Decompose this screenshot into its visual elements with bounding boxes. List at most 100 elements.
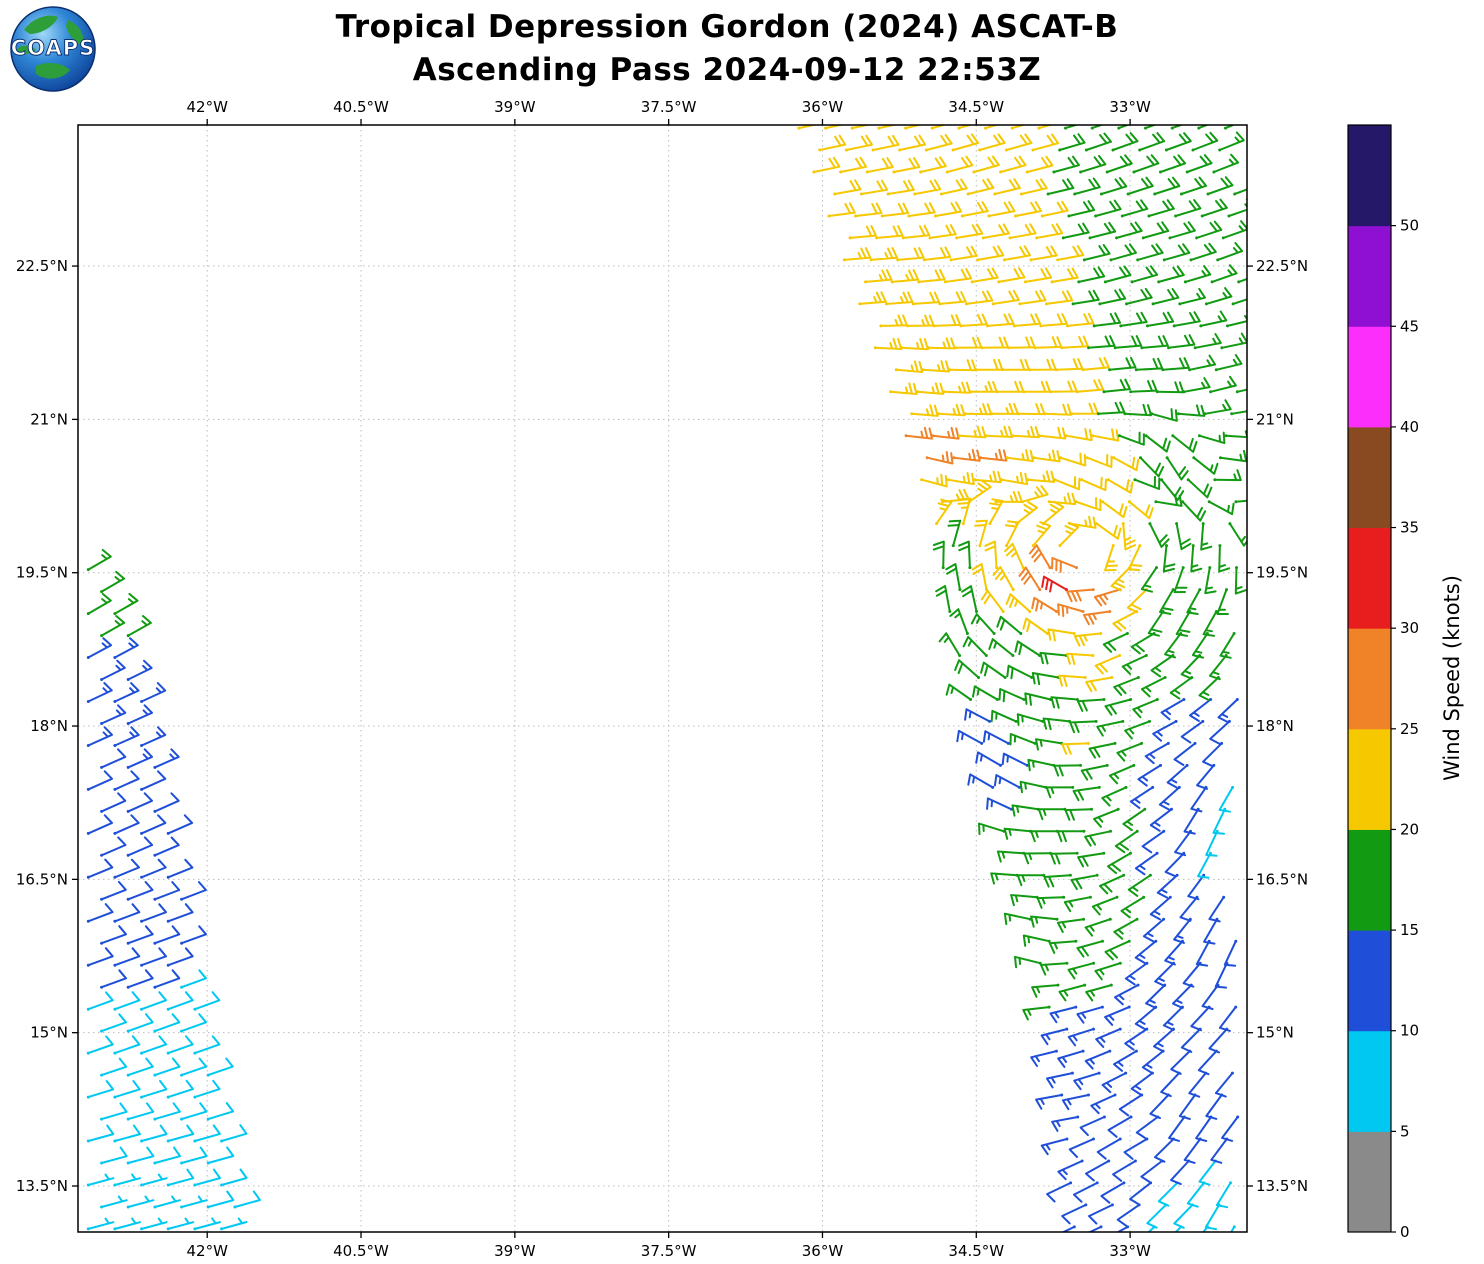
colorbar-tick-label: 40 [1400,418,1419,436]
wind-barb [1140,566,1158,593]
wind-barb [100,1195,128,1209]
wind-barb [864,269,893,284]
wind-barb [166,1124,195,1143]
colorbar-tick-label: 30 [1400,619,1419,637]
wind-barb [1130,632,1156,655]
wind-barb [166,903,194,923]
wind-barb [972,685,999,701]
wind-barb [1046,178,1075,196]
wind-barb [1101,500,1128,519]
wind-barb [1162,243,1191,262]
wind-barb [1022,934,1051,947]
wind-barb [967,773,995,789]
wind-barb [1132,154,1160,174]
wind-barb [1040,200,1069,218]
lat-tick-label-left: 21°N [30,410,68,428]
wind-barb [1084,917,1112,937]
wind-barb [1077,851,1106,868]
wind-barb [1058,521,1080,548]
wind-barb [1204,1203,1221,1231]
wind-barb [1043,403,1072,416]
wind-barb [1039,651,1068,665]
wind-barb [1036,895,1066,909]
wind-barb [1114,829,1139,854]
wind-barb [1084,1049,1112,1070]
wind-barb [1202,1225,1210,1232]
wind-barb [140,1124,168,1143]
wind-barb [1085,983,1113,1002]
wind-barb [1195,939,1211,967]
wind-barb [848,225,877,240]
wind-barb [1001,358,1030,372]
wind-barb [1127,500,1154,520]
wind-barb [984,425,1014,438]
wind-barb [982,730,1010,745]
wind-barb [1032,449,1061,463]
wind-barb [86,1124,115,1143]
colorbar-segment [1348,930,1391,1032]
wind-barb [1026,470,1056,483]
wind-barb [996,615,1023,635]
wind-barb [960,201,989,218]
wind-barb [1191,131,1219,152]
wind-barb [859,179,889,196]
wind-barbs-layer [86,125,1247,1232]
wind-barb [1053,476,1081,491]
wind-barb [1172,311,1201,328]
wind-barb [930,125,948,130]
wind-barb [1141,829,1166,854]
wind-barb [1183,265,1212,284]
wind-barb [1116,741,1144,762]
wind-barb [892,157,921,174]
lat-tick-label-right: 22.5°N [1256,257,1308,275]
wind-barb [988,498,1004,526]
wind-barb [1186,1181,1206,1208]
wind-barb [1092,312,1121,328]
wind-barb [981,223,1010,240]
wind-barb [1154,1137,1175,1163]
wind-barb [1197,1049,1218,1076]
wind-barb [954,659,980,679]
wind-barb [1172,983,1193,1009]
wind-barb [953,336,983,350]
wind-barb [153,792,180,813]
wind-barb [1042,717,1071,731]
wind-barb [1157,1181,1179,1207]
lon-tick-label-top: 36°W [802,98,844,116]
wind-barb [100,659,126,681]
wind-barb [1056,245,1085,262]
wind-barb [1170,125,1184,130]
wind-barb [990,709,1018,723]
wind-barb [1112,1159,1137,1182]
wind-barb [126,969,154,989]
wind-barb [1212,153,1240,174]
wind-barb [1164,939,1184,966]
wind-barb [886,179,915,196]
wind-barb [1079,1115,1106,1137]
wind-barb [1185,154,1213,174]
wind-barb [1077,698,1106,712]
wind-barb [1052,155,1080,174]
wind-barb [1149,807,1173,832]
wind-barb [858,291,887,306]
wind-barb [1144,741,1170,765]
wind-barb [126,748,153,769]
wind-barb [113,858,140,879]
wind-barb [1174,829,1192,857]
wind-barb [193,1217,221,1231]
wind-barb [1003,827,1032,840]
wind-barb [1115,221,1143,240]
wind-barb [1109,243,1137,262]
colorbar-segment [1348,125,1391,227]
wind-barb [1099,873,1126,895]
colorbar-tick-label: 15 [1400,921,1419,939]
wind-barb [1221,220,1247,240]
wind-barb [193,1168,221,1187]
wind-barb [911,291,941,306]
wind-barb [1025,155,1054,174]
wind-barb [991,289,1020,306]
wind-barb [1148,522,1170,548]
wind-barb [921,360,950,373]
wind-barb [126,1013,154,1033]
wind-barb [952,449,981,462]
